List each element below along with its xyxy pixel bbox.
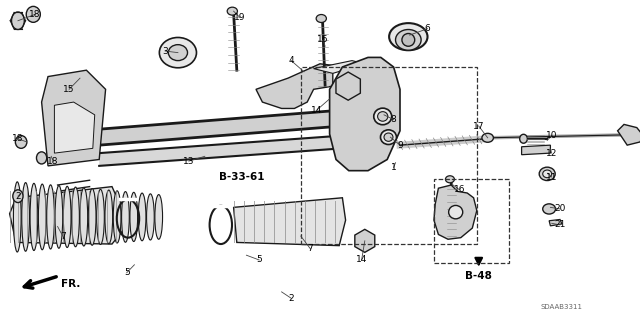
Text: 2: 2 [15, 192, 20, 201]
Text: B-33-61: B-33-61 [219, 172, 265, 182]
Ellipse shape [316, 14, 326, 23]
Text: 16: 16 [317, 35, 329, 44]
Polygon shape [54, 102, 95, 153]
Text: 4: 4 [289, 56, 294, 65]
Text: 10: 10 [546, 131, 557, 140]
Bar [434, 179, 509, 263]
Ellipse shape [47, 185, 54, 249]
Text: 3: 3 [163, 47, 168, 56]
Text: 9: 9 [397, 141, 403, 150]
Ellipse shape [26, 6, 40, 22]
Polygon shape [618, 124, 640, 145]
Bar [301, 67, 477, 244]
Text: 7: 7 [60, 232, 65, 241]
Ellipse shape [80, 188, 88, 246]
Text: 2: 2 [289, 294, 294, 303]
Polygon shape [99, 136, 342, 166]
Ellipse shape [168, 45, 188, 61]
Text: 20: 20 [554, 204, 566, 213]
Ellipse shape [88, 189, 96, 245]
Ellipse shape [122, 192, 129, 242]
Ellipse shape [12, 12, 24, 29]
Text: 13: 13 [183, 157, 195, 166]
Text: 21: 21 [554, 220, 566, 229]
Ellipse shape [15, 136, 27, 148]
Ellipse shape [155, 195, 163, 239]
Ellipse shape [36, 152, 47, 164]
Ellipse shape [38, 184, 46, 250]
Ellipse shape [147, 194, 154, 240]
Ellipse shape [30, 183, 38, 250]
Ellipse shape [105, 190, 113, 244]
Polygon shape [42, 70, 106, 166]
Text: 7: 7 [308, 244, 313, 253]
Ellipse shape [445, 176, 454, 183]
Ellipse shape [72, 187, 79, 247]
Text: 6: 6 [425, 24, 430, 33]
Ellipse shape [380, 130, 397, 145]
Text: 11: 11 [546, 173, 557, 182]
Polygon shape [549, 219, 562, 226]
Polygon shape [99, 110, 342, 145]
Ellipse shape [63, 186, 71, 248]
Text: 18: 18 [12, 134, 24, 143]
Ellipse shape [396, 29, 421, 50]
Text: FR.: FR. [61, 279, 80, 289]
Text: 5: 5 [257, 256, 262, 264]
Ellipse shape [402, 33, 415, 46]
Ellipse shape [543, 204, 556, 214]
Polygon shape [434, 185, 477, 239]
Ellipse shape [449, 205, 463, 219]
Text: 12: 12 [546, 149, 557, 158]
Text: 5: 5 [124, 268, 129, 277]
Polygon shape [256, 64, 333, 108]
Ellipse shape [159, 38, 196, 68]
Ellipse shape [520, 134, 527, 143]
Ellipse shape [97, 189, 104, 244]
Ellipse shape [543, 170, 552, 178]
Text: 14: 14 [311, 106, 323, 115]
Polygon shape [234, 198, 346, 246]
Polygon shape [522, 145, 550, 155]
Ellipse shape [22, 182, 29, 251]
Text: 18: 18 [29, 10, 41, 19]
Text: 1: 1 [391, 163, 396, 172]
Text: 17: 17 [473, 122, 484, 130]
Text: 19: 19 [234, 13, 246, 22]
Text: 14: 14 [356, 256, 367, 264]
Polygon shape [330, 57, 400, 171]
Ellipse shape [130, 192, 138, 241]
Ellipse shape [55, 186, 63, 248]
Ellipse shape [13, 190, 23, 203]
Ellipse shape [389, 23, 428, 50]
Text: 8: 8 [391, 115, 396, 124]
Text: 15: 15 [63, 85, 75, 94]
Ellipse shape [113, 191, 121, 243]
Polygon shape [10, 187, 125, 244]
Polygon shape [314, 61, 365, 73]
Text: 16: 16 [454, 185, 465, 194]
Ellipse shape [378, 112, 388, 121]
Text: 18: 18 [47, 157, 59, 166]
Text: B-48: B-48 [465, 271, 492, 281]
Text: SDAAB3311: SDAAB3311 [541, 304, 583, 310]
Ellipse shape [374, 108, 392, 125]
Ellipse shape [227, 7, 237, 15]
Ellipse shape [384, 133, 393, 141]
Ellipse shape [138, 193, 146, 241]
Ellipse shape [482, 133, 493, 142]
Ellipse shape [13, 182, 21, 252]
Ellipse shape [540, 167, 556, 181]
